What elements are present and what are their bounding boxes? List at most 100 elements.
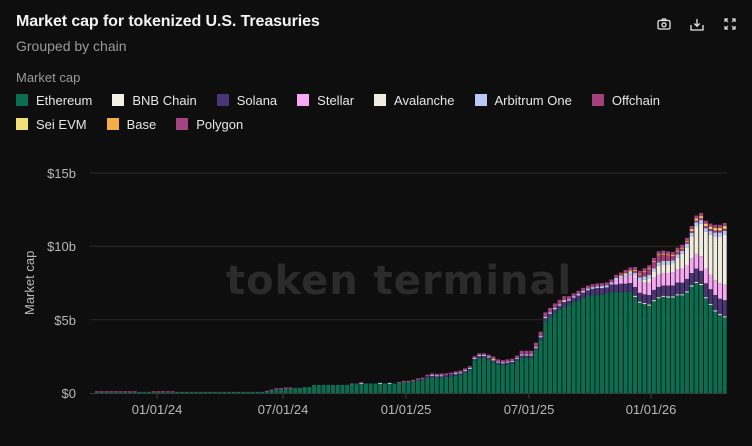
bar-segment[interactable] (231, 391, 236, 393)
bar-segment[interactable] (685, 240, 689, 242)
bar-segment[interactable] (557, 309, 562, 393)
bar-segment[interactable] (533, 347, 538, 349)
bar-segment[interactable] (297, 387, 302, 393)
bar-segment[interactable] (562, 300, 567, 303)
bar-segment[interactable] (713, 230, 718, 233)
bar-segment[interactable] (505, 362, 510, 365)
legend-item-sei-evm[interactable]: Sei EVM (16, 116, 87, 132)
bar-segment[interactable] (359, 383, 364, 385)
bar-segment[interactable] (623, 283, 628, 292)
bar-segment[interactable] (656, 286, 661, 298)
bar-segment[interactable] (699, 215, 704, 217)
bar-segment[interactable] (463, 370, 468, 373)
bar-segment[interactable] (722, 300, 727, 317)
bar-segment[interactable] (713, 224, 718, 228)
bar-segment[interactable] (453, 375, 458, 393)
bar-segment[interactable] (406, 382, 411, 393)
bar-segment[interactable] (505, 361, 510, 363)
bar-segment[interactable] (689, 285, 694, 287)
bar-segment[interactable] (132, 392, 137, 394)
bar-segment[interactable] (647, 274, 652, 279)
bar-segment[interactable] (496, 362, 501, 365)
bar-segment[interactable] (548, 313, 553, 318)
bar-segment[interactable] (675, 294, 680, 296)
bar-segment[interactable] (666, 273, 671, 286)
bar-segment[interactable] (703, 231, 708, 269)
bar-segment[interactable] (302, 387, 307, 393)
bar-segment[interactable] (425, 377, 430, 393)
bar-segment[interactable] (675, 282, 680, 295)
bar-segment[interactable] (463, 368, 468, 371)
bar-segment[interactable] (670, 263, 675, 273)
bar-segment[interactable] (637, 277, 642, 281)
bar-segment[interactable] (255, 391, 260, 393)
bar-segment[interactable] (628, 283, 633, 292)
bar-segment[interactable] (241, 391, 246, 393)
bar-segment[interactable] (439, 375, 444, 378)
bar-segment[interactable] (557, 305, 562, 310)
bar-segment[interactable] (472, 357, 477, 359)
bar-segment[interactable] (661, 295, 666, 297)
bar-segment[interactable] (585, 290, 590, 296)
bar-segment[interactable] (680, 294, 685, 393)
bar-segment[interactable] (113, 391, 118, 393)
bar-segment[interactable] (467, 368, 472, 371)
bar-segment[interactable] (515, 358, 519, 361)
bar-segment[interactable] (515, 357, 519, 359)
bar-segment[interactable] (519, 357, 524, 393)
bar-segment[interactable] (722, 230, 727, 235)
bar-segment[interactable] (118, 391, 123, 393)
bar-segment[interactable] (406, 380, 411, 382)
bar-segment[interactable] (529, 355, 534, 358)
bar-segment[interactable] (213, 391, 217, 393)
bar-segment[interactable] (609, 291, 614, 393)
legend-item-ethereum[interactable]: Ethereum (16, 92, 92, 108)
bar-segment[interactable] (557, 304, 562, 306)
bar-segment[interactable] (482, 355, 486, 358)
bar-segment[interactable] (165, 392, 170, 394)
bar-segment[interactable] (576, 300, 581, 393)
bar-segment[interactable] (685, 291, 689, 293)
bar-segment[interactable] (722, 284, 727, 301)
bar-segment[interactable] (661, 261, 666, 265)
bar-segment[interactable] (647, 282, 652, 296)
bar-segment[interactable] (595, 286, 600, 289)
bar-segment[interactable] (623, 272, 628, 274)
bar-segment[interactable] (415, 379, 420, 381)
bar-segment[interactable] (685, 278, 689, 292)
bar-segment[interactable] (491, 358, 496, 360)
bar-segment[interactable] (590, 288, 595, 296)
bar-segment[interactable] (293, 387, 298, 393)
bar-segment[interactable] (458, 370, 463, 373)
bar-segment[interactable] (519, 350, 524, 355)
bar-segment[interactable] (444, 376, 449, 393)
bar-segment[interactable] (161, 392, 165, 394)
legend-item-solana[interactable]: Solana (216, 92, 277, 108)
bar-segment[interactable] (500, 362, 505, 366)
bar-segment[interactable] (590, 284, 595, 288)
bar-segment[interactable] (312, 384, 317, 393)
bar-segment[interactable] (670, 252, 675, 255)
bar-segment[interactable] (354, 383, 359, 393)
bar-segment[interactable] (373, 383, 378, 393)
bar-segment[interactable] (482, 355, 486, 357)
bar-segment[interactable] (571, 296, 576, 298)
bar-segment[interactable] (670, 272, 675, 286)
bar-segment[interactable] (146, 391, 151, 393)
bar-segment[interactable] (675, 247, 680, 251)
bar-segment[interactable] (689, 236, 694, 259)
bar-segment[interactable] (439, 373, 444, 376)
bar-segment[interactable] (689, 229, 694, 231)
bar-segment[interactable] (722, 223, 727, 226)
bar-segment[interactable] (477, 355, 482, 357)
bar-segment[interactable] (515, 360, 519, 393)
legend-item-stellar[interactable]: Stellar (297, 92, 354, 108)
bar-segment[interactable] (718, 232, 722, 237)
bar-segment[interactable] (722, 316, 727, 393)
bar-segment[interactable] (718, 314, 722, 316)
bar-segment[interactable] (670, 296, 675, 298)
bar-segment[interactable] (420, 379, 425, 381)
bar-segment[interactable] (467, 366, 472, 368)
bar-segment[interactable] (567, 305, 571, 393)
bar-segment[interactable] (491, 356, 496, 359)
